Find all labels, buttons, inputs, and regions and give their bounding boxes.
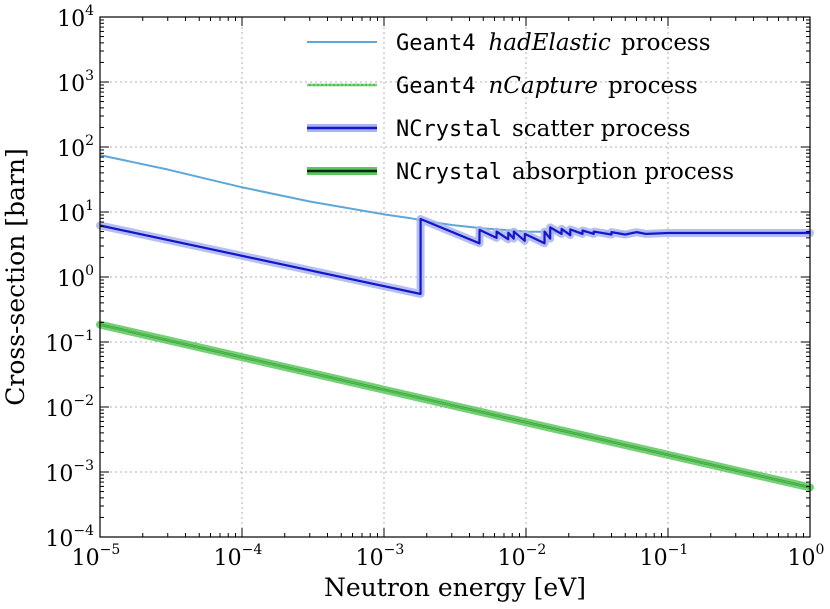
- tick-base: 10: [788, 546, 816, 571]
- x-tick-label: 10−4: [214, 542, 263, 571]
- x-tick-label: 100: [788, 542, 825, 571]
- y-tick-label: 102: [57, 133, 94, 162]
- legend-prefix: NCrystal: [396, 117, 502, 142]
- plot-series: [96, 154, 814, 492]
- tick-base: 10: [57, 7, 85, 32]
- x-tick-label: 10−3: [356, 542, 405, 571]
- tick-exponent: −1: [668, 542, 689, 558]
- legend-entry-ncrystal-scatter: NCrystal scatter process: [307, 116, 690, 142]
- legend-entry-hadelastic: Geant4 hadElastic process: [307, 30, 711, 56]
- axis-ticks: 10−5 10−4 10−3 10−2 10−1 10010−410−310−210−11…: [45, 3, 824, 571]
- tick-exponent: 2: [85, 133, 94, 149]
- tick-exponent: −3: [73, 458, 94, 474]
- series-line-ncapture: [99, 323, 811, 489]
- tick-base: 10: [214, 546, 242, 571]
- tick-exponent: 0: [85, 263, 94, 279]
- y-tick-label: 10−2: [45, 393, 94, 422]
- tick-exponent: −3: [384, 542, 405, 558]
- tick-exponent: −4: [242, 542, 263, 558]
- legend-entry-ncapture: Geant4 nCapture process: [307, 73, 698, 99]
- series-line-ncrystal-scatter: [99, 217, 810, 295]
- tick-base: 10: [57, 72, 85, 97]
- tick-base: 10: [640, 546, 668, 571]
- tick-exponent: −5: [100, 542, 121, 558]
- y-tick-label: 10−1: [45, 328, 94, 357]
- tick-base: 10: [57, 137, 85, 162]
- tick-base: 10: [498, 546, 526, 571]
- legend-prefix: Geant4: [396, 74, 475, 99]
- tick-exponent: 3: [85, 68, 94, 84]
- y-tick-label: 101: [57, 198, 94, 227]
- tick-exponent: −1: [73, 328, 94, 344]
- tick-exponent: 1: [85, 198, 94, 214]
- legend-label-ncapture: Geant4 nCapture process: [396, 73, 698, 99]
- legend: Geant4 hadElastic process Geant4 nCaptur…: [307, 30, 734, 185]
- tick-base: 10: [45, 527, 73, 552]
- legend-suffix: process: [621, 30, 711, 56]
- tick-exponent: −2: [526, 542, 547, 558]
- x-tick-label: 10−5: [72, 542, 121, 571]
- tick-base: 10: [45, 397, 73, 422]
- legend-suffix: process: [608, 73, 698, 99]
- legend-italic: hadElastic: [488, 30, 611, 56]
- y-tick-label: 10−3: [45, 458, 94, 487]
- y-tick-label: 100: [57, 263, 94, 292]
- legend-entry-ncrystal-absorption: NCrystal absorption process: [307, 159, 734, 185]
- legend-label-hadelastic: Geant4 hadElastic process: [396, 30, 711, 56]
- legend-italic: nCapture: [488, 73, 598, 99]
- x-axis-label: Neutron energy [eV]: [324, 573, 586, 602]
- x-tick-label: 10−1: [640, 542, 689, 571]
- tick-base: 10: [356, 546, 384, 571]
- y-axis-label: Cross-section [barn]: [1, 148, 30, 405]
- tick-base: 10: [57, 267, 85, 292]
- legend-prefix: Geant4: [396, 31, 475, 56]
- series-halo-ncrystal-scatter: [96, 215, 814, 298]
- x-tick-label: 10−2: [498, 542, 547, 571]
- tick-exponent: −4: [73, 523, 94, 539]
- y-tick-label: 104: [57, 3, 94, 32]
- tick-base: 10: [57, 202, 85, 227]
- legend-label-ncrystal-scatter: NCrystal scatter process: [396, 116, 690, 142]
- legend-prefix: NCrystal: [396, 160, 502, 185]
- y-tick-label: 103: [57, 68, 94, 97]
- tick-exponent: 4: [85, 3, 94, 19]
- y-tick-label: 10−4: [45, 523, 94, 552]
- tick-base: 10: [45, 332, 73, 357]
- legend-suffix: absorption process: [512, 159, 734, 185]
- tick-base: 10: [72, 546, 100, 571]
- grid-lines: [100, 17, 810, 537]
- legend-suffix: scatter process: [512, 116, 690, 142]
- tick-exponent: −2: [73, 393, 94, 409]
- legend-label-ncrystal-absorption: NCrystal absorption process: [396, 159, 734, 185]
- tick-exponent: 0: [816, 542, 825, 558]
- tick-base: 10: [45, 462, 73, 487]
